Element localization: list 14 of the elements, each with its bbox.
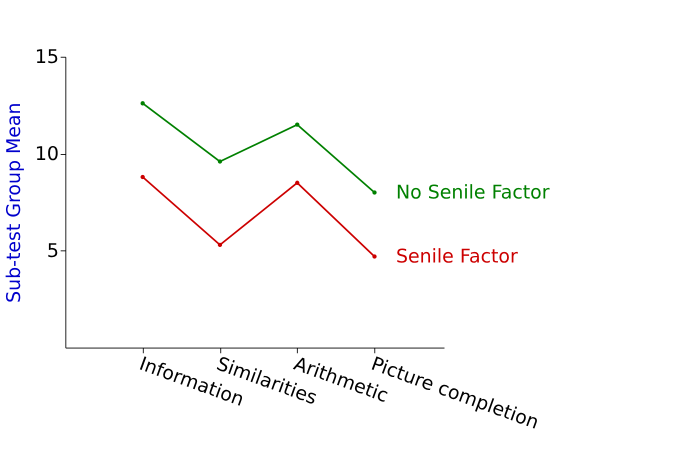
- series-label: No Senile Factor: [396, 182, 550, 204]
- y-tick-label: 10: [34, 143, 59, 166]
- point: [218, 159, 222, 164]
- series-label: Senile Factor: [396, 246, 518, 268]
- point: [372, 254, 377, 259]
- point: [295, 180, 300, 185]
- point: [295, 122, 300, 127]
- y-tick-label: 5: [46, 240, 59, 262]
- point: [140, 101, 145, 106]
- point: [372, 190, 377, 195]
- y-tick-label: 15: [34, 46, 59, 68]
- y-axis-title: Sub-test Group Mean: [3, 102, 26, 303]
- point: [218, 242, 222, 248]
- point: [140, 174, 145, 180]
